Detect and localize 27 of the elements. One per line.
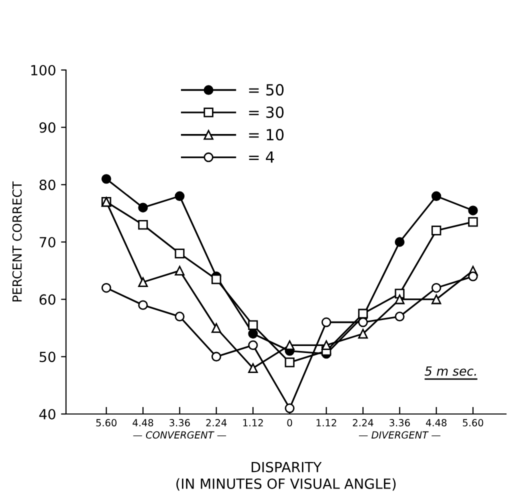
x-tick-label: 1.12 [243, 419, 263, 426]
y-tick-label: 90 [39, 122, 56, 133]
y-tick-label: 100 [31, 64, 56, 76]
legend-label: = 4 [249, 151, 274, 163]
x-tick-label: 2.24 [352, 419, 374, 426]
x-tick-label: 2.24 [206, 419, 227, 426]
x-tick-label: 0 [287, 419, 292, 426]
x-axis-title: DISPARITY (IN MINUTES OF VISUAL ANGLE) [176, 462, 396, 491]
y-tick-label: 40 [39, 408, 56, 420]
y-tick-label: 70 [40, 236, 56, 248]
y-tick-label: 50 [40, 352, 56, 362]
legend-label: = 50 [249, 84, 284, 96]
annotation: 5 m sec. [424, 366, 476, 376]
legend-label: = 30 [249, 106, 284, 118]
y-axis-title: PERCENT CORRECT [12, 181, 22, 302]
x-tick-label: 5.60 [462, 419, 484, 426]
x-tick-label: 3.36 [390, 419, 410, 426]
y-tick-label: 60 [40, 294, 56, 305]
x-tick-label: 1.12 [316, 419, 336, 426]
text: — CONVERGENT — [133, 431, 226, 439]
x-tick-label: 4.48 [132, 419, 154, 426]
x-tick-label: 4.48 [426, 419, 446, 426]
text: — DIVERGENT — [358, 431, 440, 439]
y-tick-label: 80 [40, 180, 56, 190]
x-tick-label: 3.36 [170, 419, 190, 426]
x-tick-label: 5.60 [96, 419, 117, 426]
legend-label: = 10 [249, 128, 284, 140]
